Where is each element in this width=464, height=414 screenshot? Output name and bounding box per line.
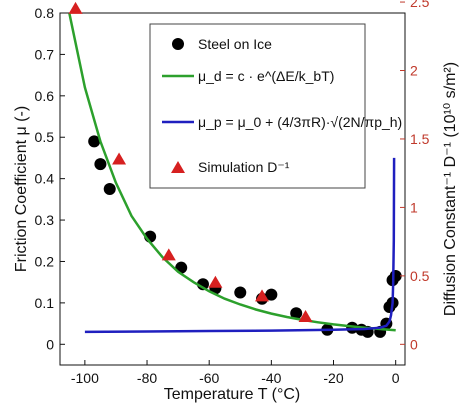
steel-data-point (94, 158, 107, 171)
simulation-data-point (161, 248, 176, 261)
x-tick-label: -20 (323, 370, 343, 386)
mu-d-curve (68, 13, 396, 332)
simulation-data-point (68, 1, 83, 14)
y-left-tick-label: 0.2 (35, 253, 55, 269)
x-tick-label: 0 (392, 370, 400, 386)
legend: Steel on Ice μ_d = c · e^(ΔE/k_bT) μ_p =… (149, 23, 402, 189)
steel-data-point (265, 288, 278, 301)
mu-p-curve (84, 157, 396, 334)
y-axis-left-label: Friction Coefficient μ (-) (13, 106, 30, 272)
y-right-tick-label: 2.5 (410, 0, 430, 10)
simulation-data-point (298, 309, 313, 322)
x-tick-label: -100 (71, 370, 99, 386)
y-left-tick-label: 0.7 (35, 46, 55, 62)
ticks-layer: -100 -80 -60 -40 -20 0 0 0.1 0.2 0.3 0.4 0.5 0.6 0.7 0… (35, 0, 430, 386)
y-axis-right-label: Diffusion Constant⁻¹ D⁻¹ (10¹⁰ s/m²) (442, 62, 459, 316)
y-left-tick-label: 0.3 (35, 212, 55, 228)
steel-data-point (234, 286, 247, 299)
y-left-tick-label: 0.6 (35, 88, 55, 104)
steel-data-point (389, 269, 402, 282)
steel-data-point (103, 183, 116, 195)
plot-frame (59, 12, 406, 366)
simulation-data-point (255, 289, 270, 302)
y-left-tick-label: 0.5 (35, 129, 55, 145)
y-right-tick-label: 1 (410, 199, 418, 215)
steel-data-point (290, 307, 303, 320)
legend-label-simulation: Simulation D⁻¹ (198, 159, 290, 175)
y-left-tick-label: 0.8 (35, 5, 55, 21)
steel-data-point (88, 135, 101, 148)
legend-marker-steel (172, 38, 184, 50)
y-left-tick-label: 0.4 (35, 171, 55, 187)
y-right-tick-label: 2 (410, 63, 418, 79)
x-axis-label: Temperature T (°C) (164, 386, 301, 403)
legend-marker-simulation (171, 161, 185, 173)
legend-label-mu-d: μ_d = c · e^(ΔE/k_bT) (198, 68, 334, 84)
y-right-tick-label: 1.5 (410, 131, 430, 147)
x-tick-label: -80 (137, 370, 157, 386)
x-tick-label: -60 (199, 370, 219, 386)
legend-label-steel: Steel on Ice (198, 36, 272, 52)
y-right-tick-label: 0 (410, 336, 418, 352)
y-left-tick-label: 0 (46, 336, 54, 352)
legend-label-mu-p: μ_p = μ_0 + (4/3πR)·√(2N/πp_h) (198, 114, 402, 130)
y-left-tick-label: 0.1 (35, 295, 55, 311)
legend-box (149, 23, 366, 189)
x-tick-label: -40 (261, 370, 281, 386)
series-layer (68, 1, 402, 338)
steel-data-point (346, 321, 359, 334)
y-right-tick-label: 0.5 (410, 268, 430, 284)
simulation-data-point (112, 152, 127, 165)
simulation-data-point (208, 275, 223, 288)
